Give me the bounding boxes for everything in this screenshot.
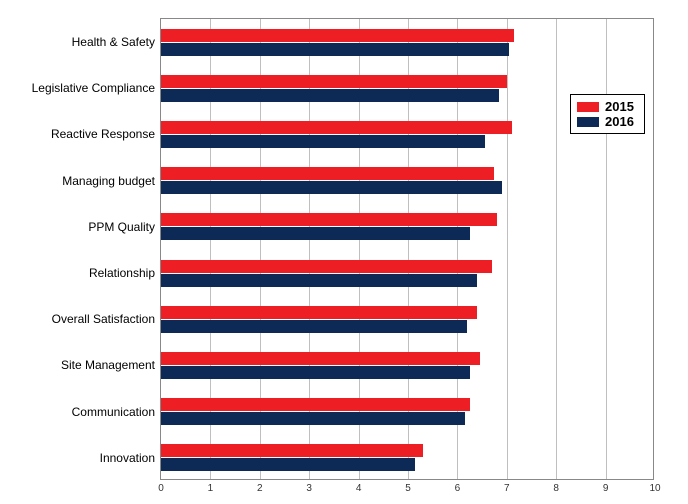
- bar-2015: [161, 213, 497, 226]
- bar-2015: [161, 121, 512, 134]
- bar-2016: [161, 227, 470, 240]
- chart-container: 0 1 2 3 4 5 6 7 8 9 10 Health & Safety Legislative C…: [0, 0, 688, 504]
- bar-2015: [161, 444, 423, 457]
- category-label: Site Management: [61, 358, 161, 372]
- legend-swatch: [577, 102, 599, 112]
- bar-2016: [161, 181, 502, 194]
- bar-2016: [161, 274, 477, 287]
- category-label: Health & Safety: [72, 35, 161, 49]
- category-row: Managing budget: [161, 158, 653, 204]
- xaxis-tick-label: 7: [504, 479, 510, 494]
- legend-item: 2015: [577, 99, 634, 114]
- plot-area: 012345678910Health & SafetyLegislative C…: [160, 18, 654, 480]
- legend-label: 2015: [605, 99, 634, 114]
- category-label: PPM Quality: [88, 220, 161, 234]
- xaxis-tick-label: 10: [649, 479, 660, 494]
- bar-2015: [161, 306, 477, 319]
- legend: 20152016: [570, 94, 645, 134]
- xaxis-tick-label: 5: [405, 479, 411, 494]
- bar-2015: [161, 398, 470, 411]
- bar-2015: [161, 29, 514, 42]
- category-label: Relationship: [89, 266, 161, 280]
- xaxis-tick-label: 0: [158, 479, 164, 494]
- category-row: Site Management: [161, 342, 653, 388]
- bar-2015: [161, 75, 507, 88]
- legend-label: 2016: [605, 114, 634, 129]
- xaxis-tick-label: 9: [603, 479, 609, 494]
- bar-2016: [161, 458, 415, 471]
- bar-2016: [161, 412, 465, 425]
- xaxis-tick-label: 3: [306, 479, 312, 494]
- category-label: Innovation: [100, 451, 161, 465]
- bar-2016: [161, 43, 509, 56]
- bar-2016: [161, 135, 485, 148]
- category-label: Legislative Compliance: [32, 81, 161, 95]
- bar-2016: [161, 320, 467, 333]
- category-row: Innovation: [161, 435, 653, 481]
- xaxis-tick-label: 1: [208, 479, 214, 494]
- category-label: Overall Satisfaction: [52, 312, 161, 326]
- legend-item: 2016: [577, 114, 634, 129]
- category-row: Relationship: [161, 250, 653, 296]
- bar-2016: [161, 89, 499, 102]
- bar-2015: [161, 167, 494, 180]
- xaxis-tick-label: 6: [455, 479, 461, 494]
- bar-2015: [161, 260, 492, 273]
- bar-2015: [161, 352, 480, 365]
- category-row: Communication: [161, 389, 653, 435]
- category-label: Communication: [72, 405, 161, 419]
- legend-swatch: [577, 117, 599, 127]
- category-label: Reactive Response: [51, 127, 161, 141]
- category-label: Managing budget: [62, 174, 161, 188]
- category-row: Overall Satisfaction: [161, 296, 653, 342]
- xaxis-tick-label: 8: [553, 479, 559, 494]
- category-row: Health & Safety: [161, 19, 653, 65]
- category-row: PPM Quality: [161, 204, 653, 250]
- bar-2016: [161, 366, 470, 379]
- xaxis-tick-label: 4: [356, 479, 362, 494]
- xaxis-tick-label: 2: [257, 479, 263, 494]
